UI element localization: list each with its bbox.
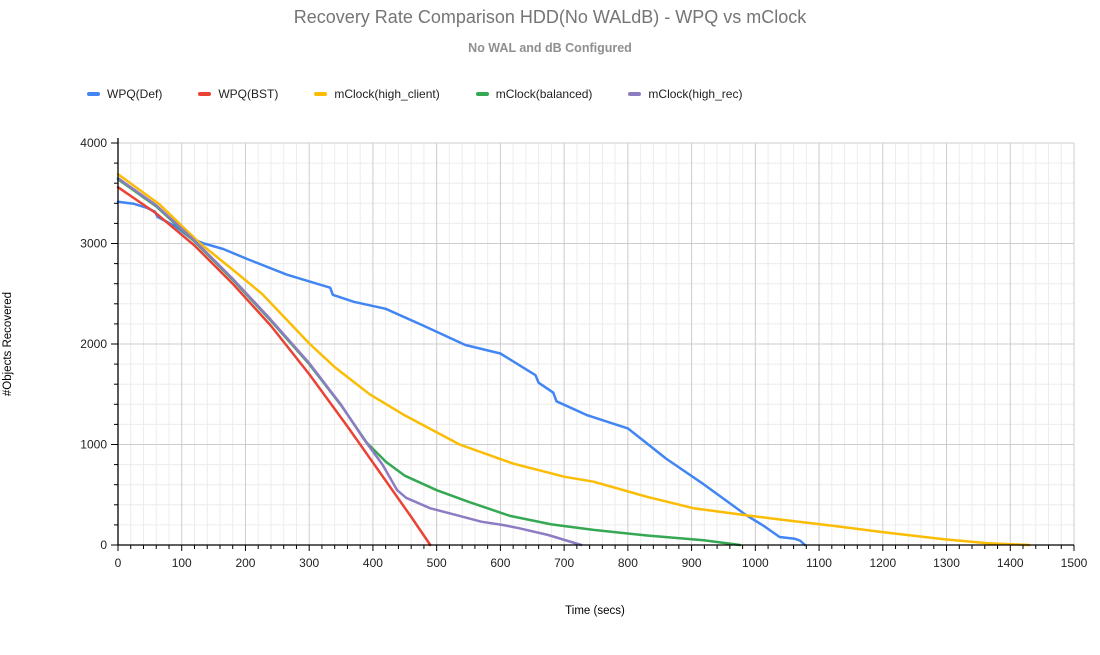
- chart-title: Recovery Rate Comparison HDD(No WALdB) -…: [293, 7, 807, 27]
- legend-label: WPQ(BST): [218, 87, 279, 101]
- legend-swatch-icon: [198, 92, 212, 96]
- series-line-mclock-balanced-: [116, 177, 742, 547]
- chart-subtitle: No WAL and dB Configured: [468, 41, 632, 55]
- series-line-mclock-high_client-: [116, 172, 1031, 547]
- legend-label: WPQ(Def): [107, 87, 163, 101]
- x-tick-label: 1100: [806, 556, 832, 570]
- x-tick-label: 900: [682, 556, 702, 570]
- x-tick-label: 1000: [742, 556, 769, 570]
- y-tick-label: 3000: [80, 237, 107, 251]
- x-tick-label: 700: [554, 556, 574, 570]
- x-tick-label: 200: [235, 556, 255, 570]
- x-tick-label: 0: [115, 556, 122, 570]
- series-line-mclock-high_rec-: [116, 176, 583, 547]
- y-axis-title: #Objects Recovered: [2, 291, 14, 397]
- x-tick-label: 300: [299, 556, 319, 570]
- legend-item-mclock-high_client-[interactable]: mClock(high_client): [314, 87, 440, 101]
- legend-swatch-icon: [628, 92, 642, 96]
- series-line-wpq-bst-: [116, 185, 432, 547]
- series-line-wpq-def-: [116, 200, 807, 547]
- x-axis-title: Time (secs): [565, 605, 625, 617]
- legend-item-mclock-balanced-[interactable]: mClock(balanced): [475, 87, 593, 101]
- legend-item-wpq-bst-[interactable]: WPQ(BST): [198, 87, 278, 101]
- chart-legend: WPQ(Def) WPQ(BST) mClock(high_client) mCloc…: [87, 87, 742, 101]
- x-tick-label: 500: [427, 556, 447, 570]
- x-tick-label: 400: [363, 556, 383, 570]
- x-tick-label: 1400: [997, 556, 1024, 570]
- legend-item-mclock-high_rec-[interactable]: mClock(high_rec): [628, 87, 742, 101]
- y-tick-label: 4000: [80, 136, 107, 150]
- legend-label: mClock(high_rec): [648, 87, 743, 101]
- x-tick-label: 1200: [869, 556, 896, 570]
- y-tick-label: 0: [100, 538, 107, 552]
- legend-label: mClock(high_client): [334, 87, 440, 101]
- x-tick-label: 1300: [933, 556, 960, 570]
- x-tick-label: 1500: [1061, 556, 1088, 570]
- y-tick-label: 2000: [80, 337, 107, 351]
- legend-swatch-icon: [475, 92, 489, 96]
- x-tick-label: 100: [172, 556, 192, 570]
- legend-swatch-icon: [87, 92, 100, 96]
- y-tick-label: 1000: [80, 438, 107, 452]
- legend-label: mClock(balanced): [495, 87, 593, 101]
- legend-swatch-icon: [314, 92, 328, 96]
- x-tick-label: 800: [618, 556, 638, 570]
- x-tick-label: 600: [490, 556, 510, 570]
- legend-item-wpq-def-[interactable]: WPQ(Def): [87, 87, 162, 101]
